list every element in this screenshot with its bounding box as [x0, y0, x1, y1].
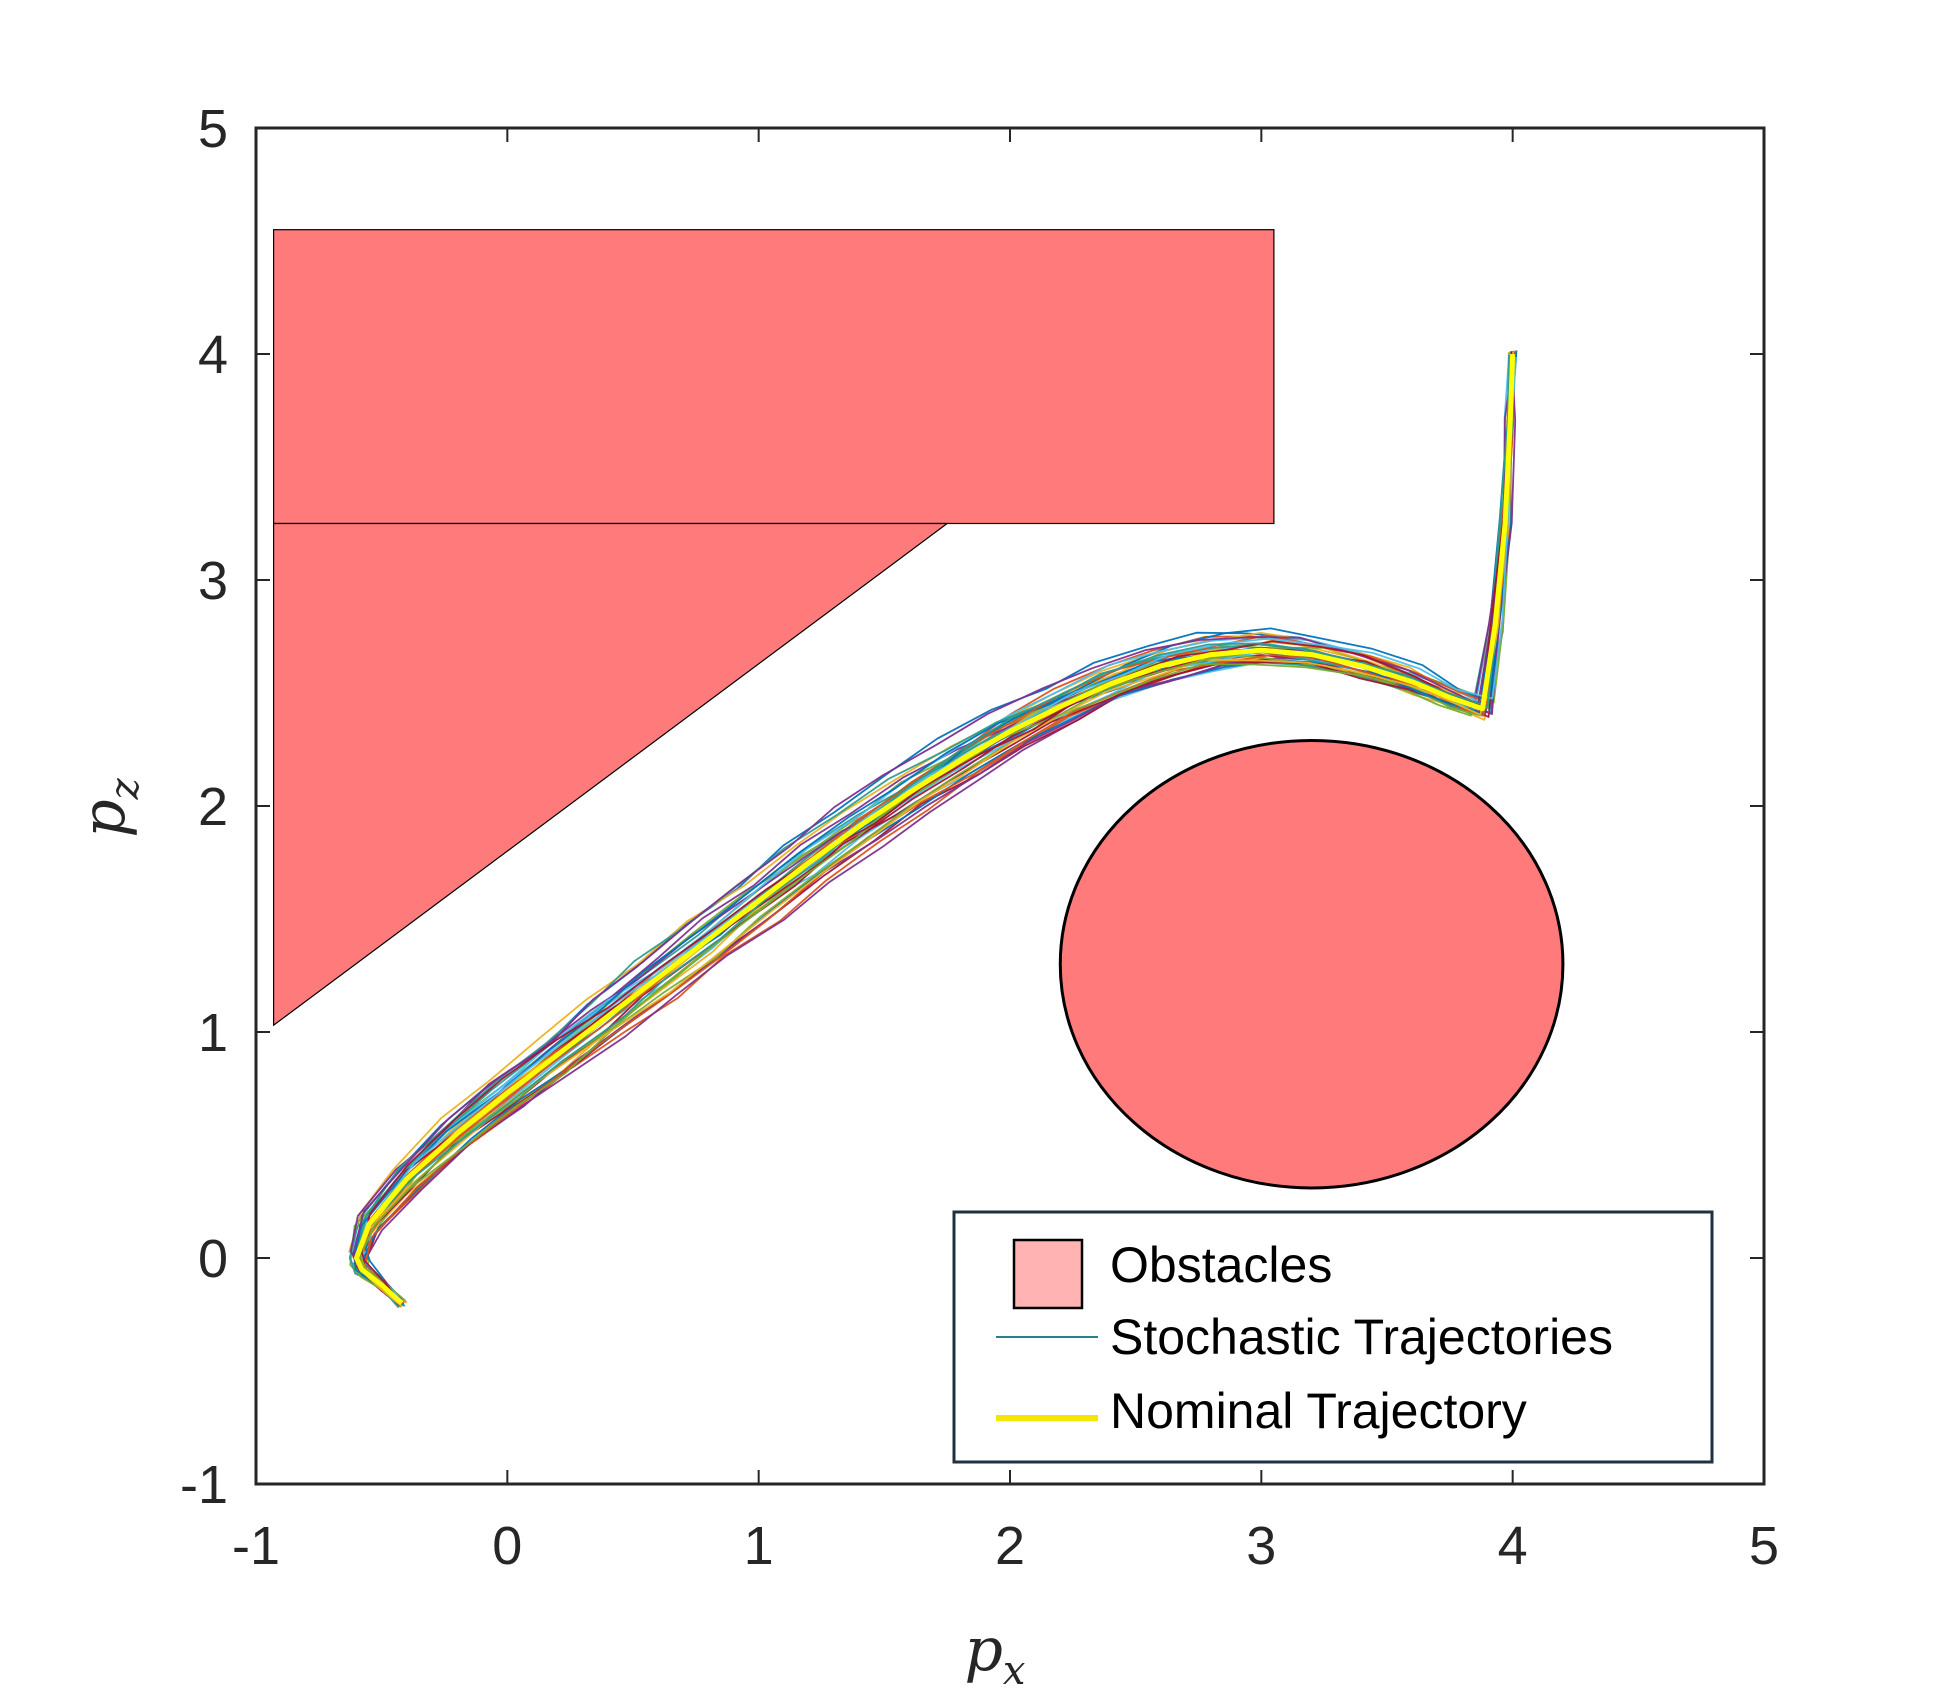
legend: Obstacles Stochastic Trajectories Nomina… [952, 1210, 1714, 1464]
y-tick-label: 0 [198, 1229, 228, 1289]
y-tick-label: 1 [198, 1003, 228, 1063]
x-axis-label-sub: x [1003, 1648, 1026, 1694]
x-tick-label: 2 [995, 1516, 1025, 1576]
stochastic-trajectory [358, 356, 1518, 1303]
x-tick-label: 0 [492, 1516, 522, 1576]
x-axis-ticks: -1 0 1 2 3 4 5 [232, 128, 1779, 1576]
x-axis-label: px [965, 1615, 1026, 1694]
x-axis-label-main: p [965, 1615, 1003, 1685]
x-tick-label: 4 [1498, 1516, 1528, 1576]
obstacle-circle [1058, 738, 1565, 1190]
obstacles-layer [272, 229, 1565, 1190]
legend-obstacles-label: Obstacles [1110, 1237, 1332, 1293]
stochastic-trajectory [357, 354, 1515, 1307]
legend-nominal-label: Nominal Trajectory [1110, 1383, 1527, 1439]
y-axis-label-sub: z [102, 777, 148, 800]
y-tick-label: -1 [180, 1455, 228, 1515]
y-axis-label: pz [69, 777, 148, 837]
x-tick-label: 5 [1749, 1516, 1779, 1576]
obstacle-rectangle [272, 229, 1275, 525]
nominal-trajectory-layer [354, 353, 1516, 1306]
legend-stochastic-label: Stochastic Trajectories [1110, 1309, 1613, 1365]
stochastic-trajectory [352, 356, 1513, 1300]
stochastic-trajectory [353, 355, 1513, 1306]
y-axis-label-main: p [69, 799, 139, 837]
x-tick-label: 1 [744, 1516, 774, 1576]
nominal-trajectory [354, 353, 1516, 1306]
y-tick-label: 3 [198, 551, 228, 611]
legend-obstacles-swatch [1012, 1238, 1084, 1310]
x-tick-label: -1 [232, 1516, 280, 1576]
y-axis-ticks: -1 0 1 2 3 4 5 [180, 99, 1764, 1515]
y-tick-label: 4 [198, 325, 228, 385]
x-tick-label: 3 [1246, 1516, 1276, 1576]
y-tick-label: 2 [198, 777, 228, 837]
obstacle-triangle [272, 522, 949, 1027]
y-tick-label: 5 [198, 99, 228, 159]
